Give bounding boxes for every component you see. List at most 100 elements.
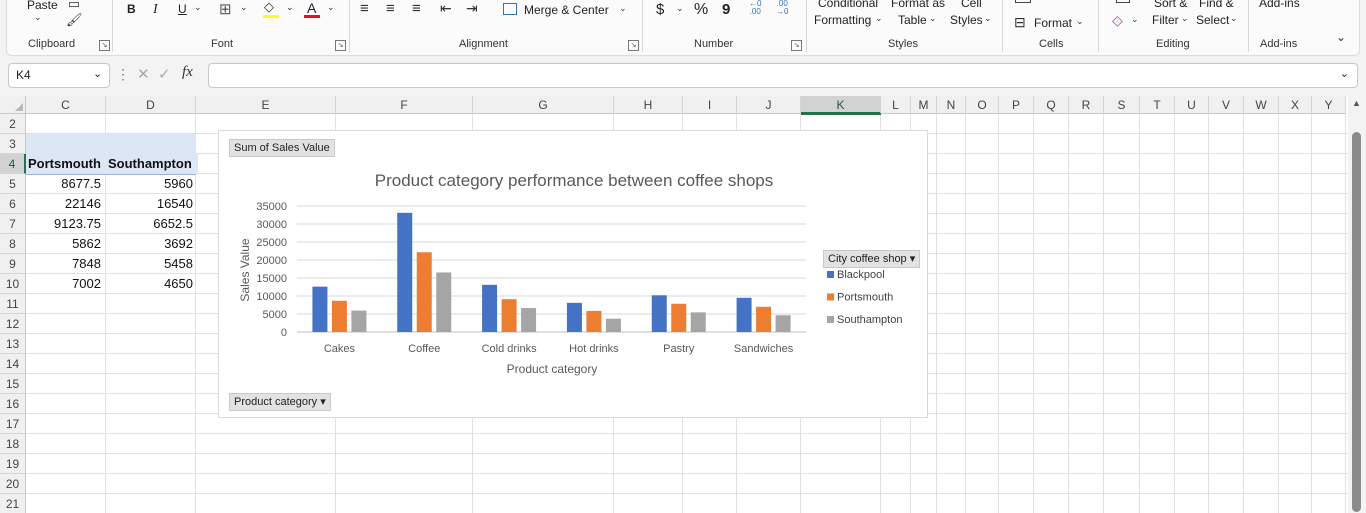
format-as-table-button[interactable]: Table xyxy=(898,13,927,27)
header-cell-portsmouth[interactable]: Portsmouth xyxy=(26,154,108,174)
row-header-15[interactable]: 15 xyxy=(0,374,26,394)
find-select-dropdown-icon[interactable]: ⌄ xyxy=(1230,13,1238,23)
column-header-d[interactable]: D xyxy=(106,96,196,114)
column-header-s[interactable]: S xyxy=(1104,96,1140,114)
column-header-x[interactable]: X xyxy=(1279,96,1312,114)
column-header-v[interactable]: V xyxy=(1209,96,1244,114)
name-box-dropdown-icon[interactable]: ⌄ xyxy=(93,68,103,80)
table-cell[interactable]: 7002 xyxy=(72,276,101,291)
table-cell[interactable]: 8677.5 xyxy=(61,176,101,191)
row-header-14[interactable]: 14 xyxy=(0,354,26,374)
row-header-4[interactable]: 4 xyxy=(0,154,26,174)
column-header-o[interactable]: O xyxy=(966,96,999,114)
select-all-corner[interactable] xyxy=(0,96,26,114)
row-header-10[interactable]: 10 xyxy=(0,274,26,294)
column-header-u[interactable]: U xyxy=(1175,96,1209,114)
row-header-8[interactable]: 8 xyxy=(0,234,26,254)
borders-dropdown-icon[interactable]: ⌄ xyxy=(240,2,248,12)
column-header-w[interactable]: W xyxy=(1244,96,1279,114)
conditional-formatting-button[interactable]: Formatting xyxy=(814,13,872,27)
bold-button[interactable]: B xyxy=(127,2,136,16)
fill-color-icon[interactable]: ◇ xyxy=(264,0,274,14)
column-header-y[interactable]: Y xyxy=(1312,96,1346,114)
row-header-7[interactable]: 7 xyxy=(0,214,26,234)
row-header-12[interactable]: 12 xyxy=(0,314,26,334)
number-launcher-icon[interactable]: ↘ xyxy=(791,40,802,51)
cancel-entry-icon[interactable]: ✕ xyxy=(137,66,150,83)
table-cell[interactable]: 9123.75 xyxy=(54,216,101,231)
percent-button[interactable]: % xyxy=(694,1,709,18)
table-cell[interactable]: 5960 xyxy=(164,176,193,191)
collapse-ribbon-icon[interactable]: ⌄ xyxy=(1336,30,1347,44)
row-header-21[interactable]: 21 xyxy=(0,494,26,513)
align-center-icon[interactable]: ≡ xyxy=(386,0,395,17)
currency-dropdown-icon[interactable]: ⌄ xyxy=(676,3,684,13)
cell-styles-label-1[interactable]: Cell xyxy=(961,0,982,10)
align-right-icon[interactable]: ≡ xyxy=(412,0,421,17)
table-cell[interactable]: 7848 xyxy=(72,256,101,271)
underline-dropdown-icon[interactable]: ⌄ xyxy=(194,2,202,12)
column-header-p[interactable]: P xyxy=(999,96,1034,114)
decrease-indent-icon[interactable]: ⇤ xyxy=(440,0,452,16)
find-select-label-1[interactable]: Find & xyxy=(1199,0,1234,10)
insert-function-button[interactable]: fx xyxy=(182,64,193,80)
find-select-button[interactable]: Select xyxy=(1196,13,1230,27)
merge-dropdown-icon[interactable]: ⌄ xyxy=(619,3,627,13)
formula-input[interactable]: ⌄ xyxy=(208,63,1358,88)
alignment-launcher-icon[interactable]: ↘ xyxy=(628,40,639,51)
row-header-2[interactable]: 2 xyxy=(0,114,26,134)
row-header-9[interactable]: 9 xyxy=(0,254,26,274)
align-left-icon[interactable]: ≡ xyxy=(360,0,369,17)
paste-dropdown-icon[interactable]: ⌄ xyxy=(34,12,42,22)
column-header-q[interactable]: Q xyxy=(1034,96,1069,114)
cell-styles-dropdown-icon[interactable]: ⌄ xyxy=(984,13,992,23)
clear-dropdown-icon[interactable]: ⌄ xyxy=(1131,14,1139,24)
row-header-18[interactable]: 18 xyxy=(0,434,26,454)
sort-filter-dropdown-icon[interactable]: ⌄ xyxy=(1181,13,1189,23)
confirm-entry-icon[interactable]: ✓ xyxy=(158,66,171,83)
column-header-t[interactable]: T xyxy=(1140,96,1175,114)
row-header-11[interactable]: 11 xyxy=(0,294,26,314)
scroll-thumb[interactable] xyxy=(1352,132,1361,512)
header-cell-southampton[interactable]: Southampton xyxy=(106,154,198,174)
delete-cells-icon[interactable] xyxy=(1015,0,1031,3)
table-cell[interactable]: 22146 xyxy=(64,196,101,211)
borders-icon[interactable]: ⊞ xyxy=(219,1,232,18)
format-table-dropdown-icon[interactable]: ⌄ xyxy=(929,13,937,23)
font-color-button[interactable]: A xyxy=(307,0,317,16)
conditional-dropdown-icon[interactable]: ⌄ xyxy=(875,13,883,23)
product-category-filter-button[interactable]: Product category ▾ xyxy=(229,393,331,411)
italic-button[interactable]: I xyxy=(153,2,158,17)
formula-options-icon[interactable]: ⋮ xyxy=(116,66,130,82)
column-header-g[interactable]: G xyxy=(473,96,614,114)
copy-icon[interactable]: ▭ xyxy=(67,0,81,11)
add-ins-button[interactable]: Add-ins xyxy=(1259,0,1300,10)
row-header-16[interactable]: 16 xyxy=(0,394,26,414)
fill-icon[interactable] xyxy=(1116,0,1130,3)
format-cells-icon[interactable]: ⊟ xyxy=(1014,14,1026,30)
sort-filter-label-1[interactable]: Sort & xyxy=(1154,0,1188,10)
fill-dropdown-icon[interactable]: ⌄ xyxy=(286,2,294,12)
column-header-h[interactable]: H xyxy=(614,96,683,114)
paste-button[interactable]: Paste xyxy=(27,0,58,12)
clear-eraser-icon[interactable]: ◇ xyxy=(1112,12,1123,28)
table-cell[interactable]: 4650 xyxy=(164,276,193,291)
table-cell[interactable]: 6652.5 xyxy=(153,216,193,231)
format-painter-icon[interactable]: 🖌 xyxy=(66,12,83,27)
increase-indent-icon[interactable]: ⇥ xyxy=(466,0,478,16)
clipboard-launcher-icon[interactable]: ↘ xyxy=(99,40,110,51)
row-header-13[interactable]: 13 xyxy=(0,334,26,354)
underline-button[interactable]: U xyxy=(178,2,187,16)
row-header-3[interactable]: 3 xyxy=(0,134,26,154)
sum-of-sales-value-button[interactable]: Sum of Sales Value xyxy=(229,139,335,157)
column-header-j[interactable]: J xyxy=(737,96,801,114)
decrease-decimal-icon[interactable]: .00 →0 xyxy=(776,0,789,16)
scroll-up-icon[interactable]: ▲ xyxy=(1352,98,1361,108)
row-header-5[interactable]: 5 xyxy=(0,174,26,194)
comma-style-button[interactable]: 9 xyxy=(722,1,731,18)
currency-button[interactable]: $ xyxy=(656,1,665,18)
pivot-chart[interactable]: Sum of Sales Value Product category ▾ Ci… xyxy=(218,130,928,418)
merge-center-button[interactable]: Merge & Center xyxy=(524,3,609,17)
row-header-6[interactable]: 6 xyxy=(0,194,26,214)
increase-decimal-icon[interactable]: ←0.00 xyxy=(749,0,762,16)
